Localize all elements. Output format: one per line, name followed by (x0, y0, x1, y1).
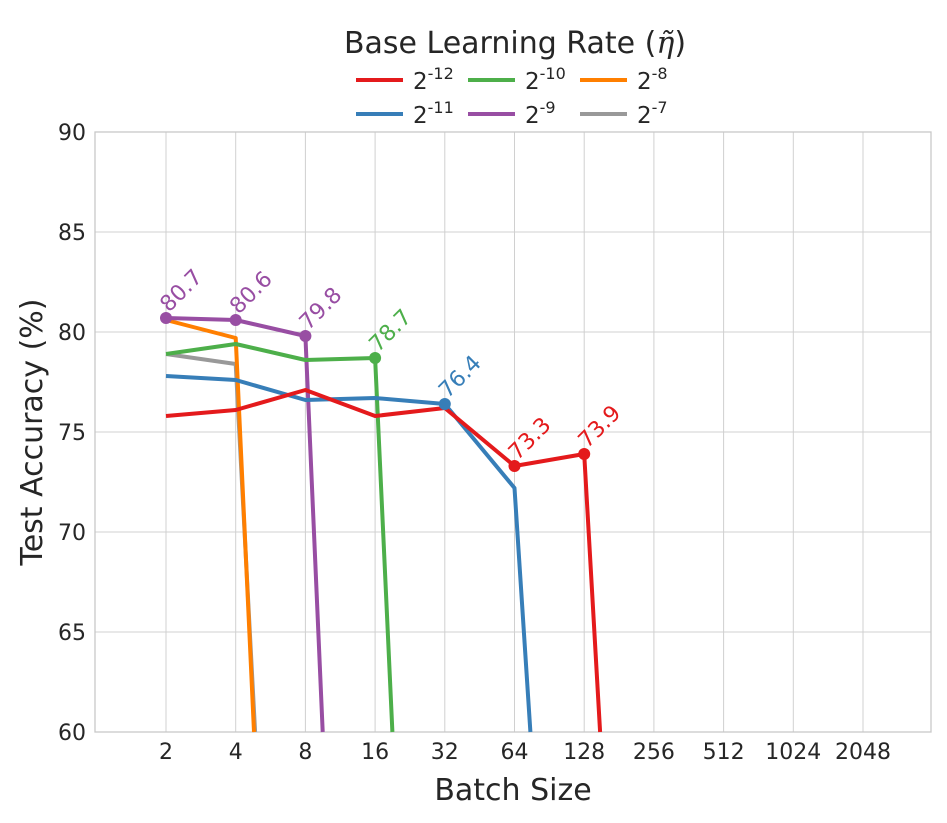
series-2-8 (165, 318, 256, 733)
legend-item: 2-7 (580, 98, 668, 129)
y-tick-label: 85 (58, 221, 86, 246)
legend-item: 2-12 (356, 64, 454, 95)
x-tick-label: 2048 (835, 740, 891, 765)
legend-label: 2-8 (637, 64, 668, 95)
marker-point (369, 352, 382, 364)
legend-title-prefix: Base Learning Rate ( (344, 26, 656, 61)
grid (95, 131, 931, 733)
plot-frame (94, 131, 932, 733)
annotation-layer: 80.7 80.6 79.8 78.7 76.4 73.3 73.9 (156, 265, 626, 472)
series-line (165, 374, 533, 733)
data-label: 79.8 (295, 283, 347, 335)
y-tick-label: 65 (58, 621, 86, 646)
x-tick-label: 1024 (765, 740, 821, 765)
x-tick-label: 128 (563, 740, 605, 765)
legend-label: 2-12 (413, 64, 454, 95)
legend-title: Base Learning Rate (η̃) (344, 26, 686, 61)
data-label: 76.4 (434, 351, 486, 403)
x-tick-label: 512 (703, 740, 745, 765)
data-label: 78.7 (365, 305, 417, 357)
marker-point (160, 312, 172, 324)
series-line (165, 316, 325, 733)
series-line (165, 388, 603, 733)
x-tick-label: 32 (431, 740, 459, 765)
x-tick-label: 4 (229, 740, 243, 765)
x-tick-label: 8 (298, 740, 312, 765)
y-tick-labels: 60 65 70 75 80 85 90 (58, 121, 86, 746)
marker-point (578, 448, 591, 460)
series-2-10 (165, 342, 395, 733)
x-tick-label: 256 (633, 740, 675, 765)
x-tick-label: 16 (361, 740, 389, 765)
series-2-11 (165, 374, 533, 733)
data-label: 80.6 (225, 267, 277, 319)
marker-point (508, 460, 521, 472)
legend-label: 2-11 (413, 98, 454, 129)
x-tick-label: 2 (159, 740, 173, 765)
series-layer (165, 316, 603, 733)
marker-point (229, 314, 242, 326)
y-tick-label: 60 (58, 721, 86, 746)
legend-item: 2-10 (468, 64, 566, 95)
legend-label: 2-9 (525, 98, 556, 129)
legend-item: 2-11 (356, 98, 454, 129)
x-axis-title: Batch Size (434, 773, 591, 808)
marker-point (438, 398, 451, 410)
series-2-9 (165, 316, 325, 733)
y-tick-label: 75 (58, 421, 86, 446)
data-label: 80.7 (156, 265, 208, 317)
series-2-12 (165, 388, 603, 733)
legend-title-suffix: ) (674, 26, 686, 61)
y-axis-title: Test Accuracy (%) (15, 298, 50, 566)
legend-title-symbol: η̃ (656, 26, 674, 61)
y-tick-label: 90 (58, 121, 86, 146)
x-tick-labels: 2 4 8 16 32 64 128 256 512 1024 2048 (159, 740, 891, 765)
marker-point (299, 330, 312, 342)
legend-item: 2-9 (468, 98, 556, 129)
y-tick-label: 80 (58, 321, 86, 346)
legend: 2-122-11 2-102-9 2-82-7 (356, 64, 668, 129)
data-label: 73.3 (504, 413, 556, 465)
series-line (165, 342, 395, 733)
legend-label: 2-10 (525, 64, 566, 95)
legend-label: 2-7 (637, 98, 668, 129)
series-line (165, 318, 256, 733)
y-tick-label: 70 (58, 521, 86, 546)
legend-item: 2-8 (580, 64, 668, 95)
data-label: 73.9 (574, 401, 626, 453)
x-tick-label: 64 (501, 740, 529, 765)
